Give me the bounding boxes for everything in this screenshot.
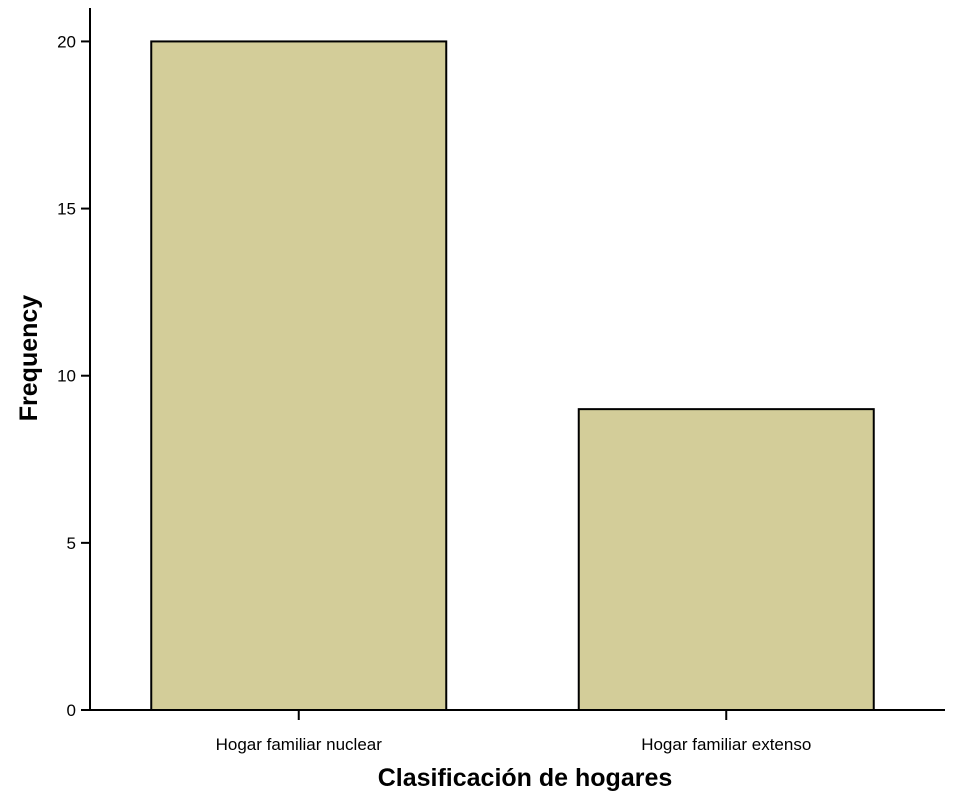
y-tick-label: 20 xyxy=(57,32,76,51)
y-axis: 0 5 10 15 20 xyxy=(57,8,91,720)
x-tick-label: Hogar familiar extenso xyxy=(641,735,811,754)
y-tick-label: 5 xyxy=(67,534,76,553)
bars xyxy=(150,40,875,711)
bar xyxy=(577,408,875,711)
bar xyxy=(150,40,448,711)
y-tick-label: 15 xyxy=(57,200,76,219)
category-labels: Hogar familiar nuclear Hogar familiar ext… xyxy=(216,735,812,754)
y-tick-label: 10 xyxy=(57,367,76,386)
x-axis xyxy=(89,709,945,720)
y-axis-title: Frequency xyxy=(15,295,43,422)
y-tick-label: 0 xyxy=(67,701,76,720)
x-tick-label: Hogar familiar nuclear xyxy=(216,735,383,754)
x-axis-title: Clasificación de hogares xyxy=(378,764,673,792)
